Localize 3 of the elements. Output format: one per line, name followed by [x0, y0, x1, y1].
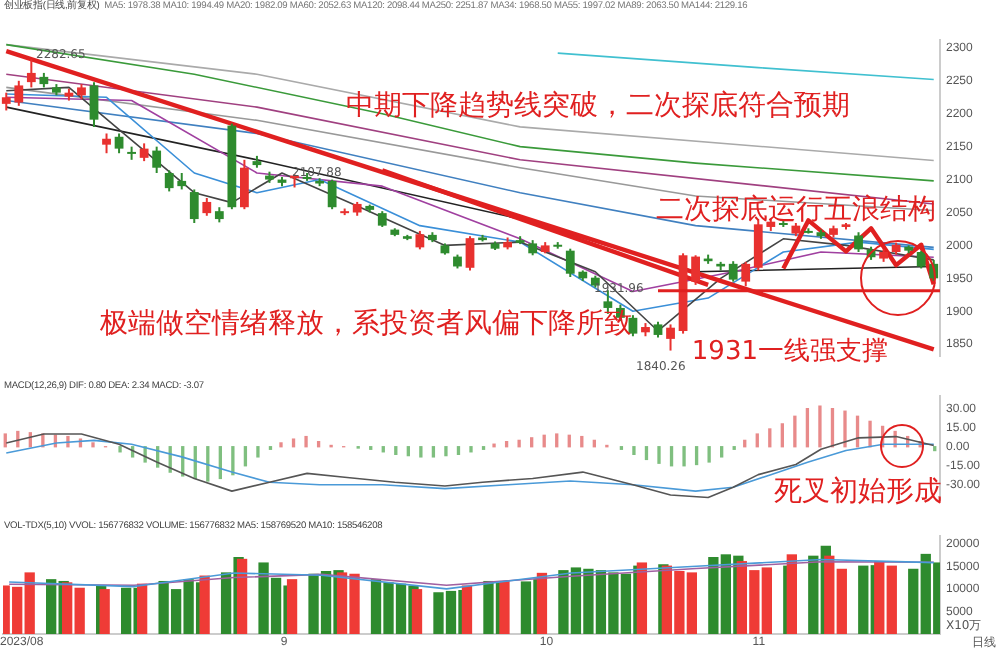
- annotation: 死叉初始形成: [774, 476, 942, 508]
- annotation: 二次探底运行五浪结构: [656, 194, 936, 226]
- ref-line-label: 1931一线强支撑: [691, 336, 888, 367]
